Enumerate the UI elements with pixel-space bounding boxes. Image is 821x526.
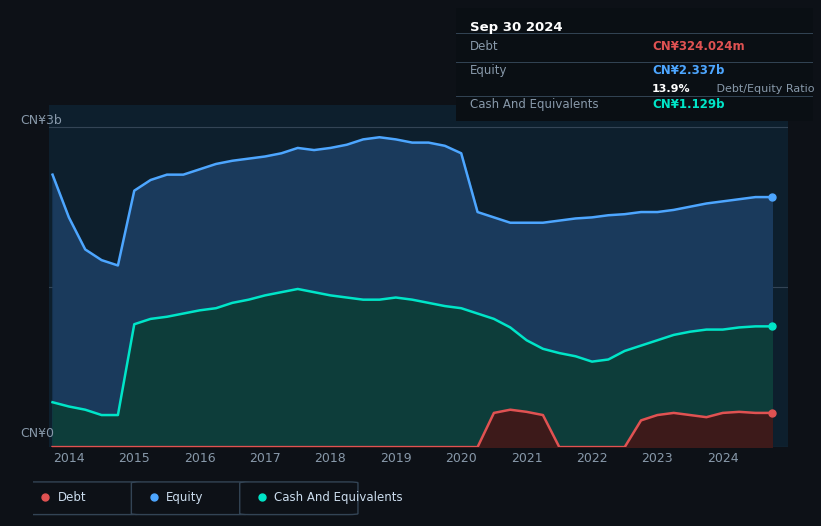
FancyBboxPatch shape (240, 482, 358, 514)
Text: 13.9%: 13.9% (652, 84, 690, 94)
Text: Equity: Equity (470, 65, 507, 77)
Text: Cash And Equivalents: Cash And Equivalents (274, 491, 403, 503)
Text: CN¥2.337b: CN¥2.337b (652, 65, 724, 77)
FancyBboxPatch shape (131, 482, 250, 514)
Text: Cash And Equivalents: Cash And Equivalents (470, 98, 599, 112)
Text: Debt/Equity Ratio: Debt/Equity Ratio (713, 84, 814, 94)
Text: CN¥1.129b: CN¥1.129b (652, 98, 725, 112)
Text: CN¥0: CN¥0 (21, 428, 54, 440)
FancyBboxPatch shape (23, 482, 141, 514)
Text: CN¥3b: CN¥3b (21, 115, 62, 127)
Text: Sep 30 2024: Sep 30 2024 (470, 22, 562, 35)
Text: Equity: Equity (166, 491, 204, 503)
Text: Debt: Debt (57, 491, 86, 503)
Text: CN¥324.024m: CN¥324.024m (652, 39, 745, 53)
Text: Debt: Debt (470, 39, 498, 53)
